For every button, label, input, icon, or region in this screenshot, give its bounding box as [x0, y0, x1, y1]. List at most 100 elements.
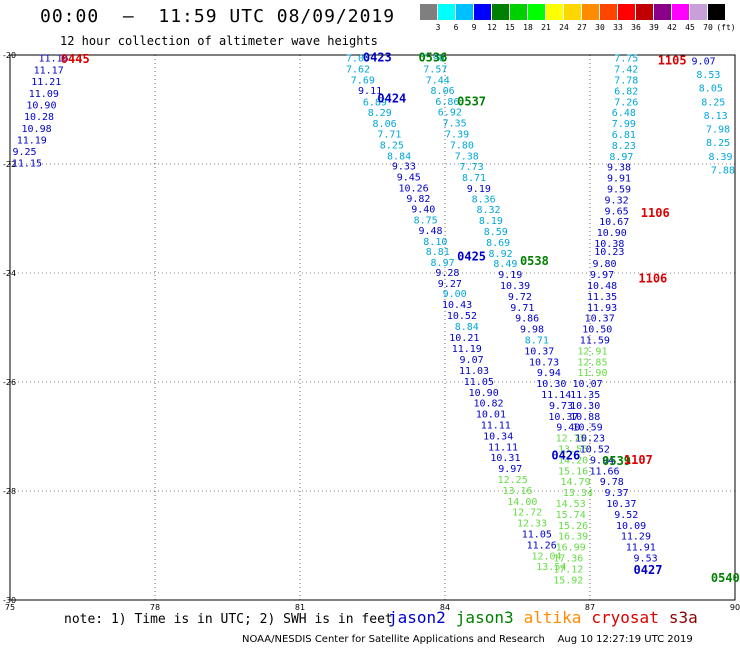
wave-height-value: 9.27: [438, 279, 462, 290]
wave-height-value: 14.53: [556, 499, 586, 510]
wave-height-value: 9.71: [510, 303, 534, 314]
wave-height-value: 10.37: [606, 499, 636, 510]
wave-height-value: 10.59: [573, 423, 603, 434]
wave-height-value: 9.78: [600, 477, 624, 488]
wave-height-value: 16.39: [558, 532, 588, 543]
scale-label: 42: [667, 23, 677, 32]
wave-height-value: 7.99: [612, 119, 636, 130]
wave-height-value: 10.37: [524, 346, 554, 357]
wave-height-value: 13.55: [558, 444, 588, 455]
pass-label: 0537: [457, 94, 486, 108]
wave-height-values: 11.1611.1711.2111.0910.9010.2810.9811.19…: [12, 54, 735, 587]
wave-height-value: 7.71: [377, 129, 401, 140]
wave-height-value: 11.19: [452, 344, 482, 355]
map-title: 00:00 – 11:59 UTC 08/09/2019: [40, 6, 396, 27]
x-tick-label: 81: [295, 603, 305, 612]
scale-swatch: [492, 4, 509, 20]
wave-height-value: 11.03: [459, 366, 489, 377]
wave-height-value: 10.28: [24, 112, 54, 123]
wave-height-value: 10.90: [597, 228, 627, 239]
legend-item: s3a: [668, 608, 698, 627]
wave-height-value: 11.21: [31, 77, 61, 88]
wave-height-value: 8.59: [484, 227, 508, 238]
wave-height-value: 17.36: [553, 553, 583, 564]
wave-height-value: 11.11: [488, 442, 518, 453]
wave-height-value: 9.65: [605, 206, 629, 217]
scale-label: 45: [685, 23, 695, 32]
wave-height-value: 9.80: [592, 259, 616, 270]
y-tick-label: -30: [3, 596, 16, 605]
wave-height-value: 10.98: [22, 124, 52, 135]
wave-height-value: 9.37: [605, 488, 629, 499]
scale-label: 36: [631, 23, 641, 32]
wave-height-value: 10.23: [594, 247, 624, 258]
wave-height-value: 11.19: [17, 135, 47, 146]
wave-height-value: 9.52: [614, 510, 638, 521]
wave-height-value: 7.44: [426, 76, 450, 87]
wave-height-value: 7.98: [706, 125, 730, 136]
wave-height-value: 13.54: [536, 562, 566, 573]
pass-label: 0426: [551, 449, 580, 463]
wave-height-value: 11.26: [527, 540, 557, 551]
wave-height-value: 10.48: [587, 281, 617, 292]
wave-height-value: 9.94: [590, 455, 614, 466]
wave-height-value: 15.16: [558, 466, 588, 477]
wave-height-value: 11.29: [621, 532, 651, 543]
wave-height-value: 10.23: [575, 434, 605, 445]
y-tick-label: -26: [3, 378, 16, 387]
wave-height-value: 8.75: [414, 216, 438, 227]
wave-height-value: 8.06: [373, 119, 397, 130]
wave-height-value: 7.69: [351, 76, 375, 87]
wave-height-value: 10.30: [536, 379, 566, 390]
wave-height-value: 11.91: [626, 543, 656, 554]
wave-height-value: 8.84: [455, 322, 479, 333]
wave-height-value: 14.79: [560, 477, 590, 488]
legend-item: cryosat: [591, 608, 659, 627]
scale-swatch: [636, 4, 653, 20]
wave-height-value: 6.86: [435, 97, 459, 108]
wave-height-value: 15.92: [553, 575, 583, 586]
wave-height-value: 11.15: [12, 158, 42, 169]
scale-swatch: [600, 4, 617, 20]
wave-height-value: 10.31: [490, 453, 520, 464]
wave-height-value: 9.48: [418, 226, 442, 237]
pass-label: 0540: [711, 571, 740, 585]
wave-height-value: 8.49: [493, 259, 517, 270]
wave-height-value: 10.34: [483, 431, 513, 442]
scale-swatch: [708, 4, 725, 20]
wave-height-value: 10.07: [573, 379, 603, 390]
wave-height-value: 12.72: [512, 508, 542, 519]
scale-swatch: [456, 4, 473, 20]
wave-height-value: 9.40: [411, 205, 435, 216]
wave-height-value: 12.25: [498, 475, 528, 486]
wave-height-value: 17.12: [553, 564, 583, 575]
y-tick-label: -22: [3, 160, 16, 169]
wave-height-value: 9.53: [634, 553, 658, 564]
wave-height-value: 8.25: [380, 140, 404, 151]
scale-label: 33: [613, 23, 623, 32]
wave-height-value: 10.38: [594, 239, 624, 250]
wave-height-value: 7.75: [614, 54, 638, 65]
wave-height-value: 8.92: [489, 249, 513, 260]
scale-swatch: [546, 4, 563, 20]
wave-height-value: 10.26: [399, 183, 429, 194]
wave-height-value: 10.67: [599, 217, 629, 228]
wave-height-value: 8.81: [426, 247, 450, 258]
scale-swatch: [654, 4, 671, 20]
pass-label: 0445: [61, 52, 90, 66]
scale-label: 6: [453, 23, 459, 32]
pass-label: 1107: [624, 453, 653, 467]
axis-ticks: 75 78 81 84 87 90 -20 -22 -24 -26 -28 -30: [3, 51, 740, 612]
scale-label: 39: [649, 23, 659, 32]
pass-label: 0425: [457, 250, 486, 264]
wave-height-value: 11.05: [522, 530, 552, 541]
scale-label: 70: [703, 23, 713, 32]
wave-height-value: 8.10: [423, 237, 447, 248]
pass-label: 0427: [634, 563, 663, 577]
wave-height-value: 6.81: [612, 130, 636, 141]
wave-height-value: 8.05: [699, 84, 723, 95]
wave-height-value: 8.97: [431, 258, 455, 269]
scale-label: (ft): [716, 23, 736, 32]
wave-height-value: 8.23: [612, 141, 636, 152]
wave-height-value: 6.82: [614, 86, 638, 97]
